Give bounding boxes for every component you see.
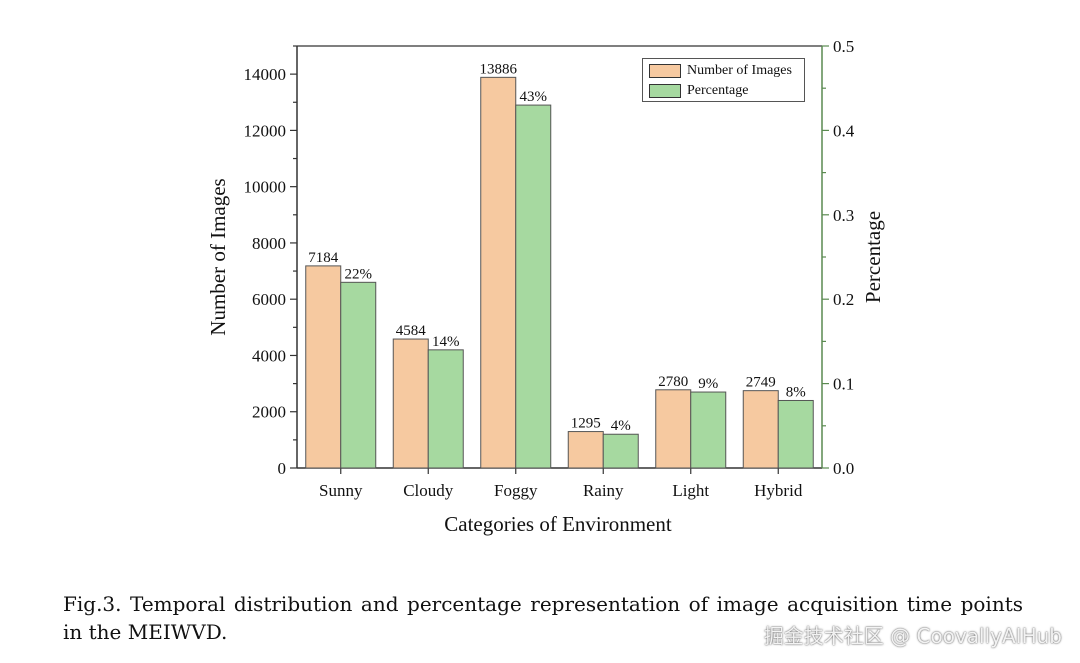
legend: Number of Images Percentage — [642, 58, 805, 102]
legend-swatch-percentage — [649, 84, 681, 98]
data-label-percentage: 43% — [520, 89, 548, 105]
x-tick-label: Hybrid — [754, 481, 803, 500]
x-tick-label: Sunny — [319, 481, 363, 500]
data-label-percentage: 22% — [345, 266, 373, 282]
y-tick-label: 14000 — [244, 65, 287, 84]
bar-images-rainy — [567, 431, 604, 469]
legend-label-percentage: Percentage — [687, 83, 749, 98]
data-label-images: 1295 — [571, 416, 601, 432]
bar-images-sunny — [305, 265, 342, 469]
data-label-percentage: 8% — [786, 384, 806, 400]
bar-images-foggy — [480, 76, 517, 469]
x-tick-label: Foggy — [494, 481, 538, 500]
y2-tick-label: 0.4 — [833, 121, 855, 140]
bar-images-cloudy — [392, 338, 429, 469]
legend-item-images: Number of Images — [649, 62, 792, 80]
y2-tick-label: 0.3 — [833, 206, 854, 225]
watermark: 掘金技术社区 @ CoovallyAIHub — [763, 624, 1062, 648]
y-tick-label: 4000 — [252, 346, 286, 365]
data-label-images: 4584 — [396, 323, 427, 339]
data-label-percentage: 9% — [698, 376, 718, 392]
legend-swatch-images — [649, 64, 681, 78]
y2-tick-label: 0.5 — [833, 37, 854, 56]
y2-tick-label: 0.1 — [833, 375, 854, 394]
x-tick-label: Rainy — [583, 481, 624, 500]
data-label-images: 13886 — [480, 61, 518, 77]
x-tick-label: Light — [672, 481, 709, 500]
legend-item-percentage: Percentage — [649, 82, 748, 100]
y-tick-label: 10000 — [244, 178, 287, 197]
y-tick-label: 6000 — [252, 290, 286, 309]
bar-percentage-hybrid — [777, 399, 814, 469]
bar-percentage-light — [690, 391, 727, 469]
y-tick-label: 12000 — [244, 121, 287, 140]
legend-label-images: Number of Images — [687, 63, 792, 78]
data-label-images: 2780 — [658, 374, 688, 390]
data-label-percentage: 4% — [611, 418, 631, 434]
bar-images-light — [655, 389, 692, 469]
bar-percentage-rainy — [602, 433, 639, 469]
y2-axis-label: Percentage — [861, 211, 885, 303]
bar-chart: 0 2000 4000 6000 8000 10000 12000 14000 0.0 0.1 0.… — [206, 37, 885, 536]
x-tick-label: Cloudy — [403, 481, 454, 500]
data-label-images: 7184 — [308, 250, 339, 266]
y-axis-label: Number of Images — [206, 178, 230, 335]
bar-percentage-cloudy — [427, 349, 464, 469]
bar-percentage-sunny — [340, 281, 377, 469]
bar-images-hybrid — [742, 390, 779, 469]
y-tick-label: 0 — [278, 459, 287, 478]
data-label-percentage: 14% — [432, 334, 460, 350]
y-tick-label: 8000 — [252, 234, 286, 253]
y-tick-label: 2000 — [252, 403, 286, 422]
y2-tick-label: 0.0 — [833, 459, 854, 478]
y2-tick-label: 0.2 — [833, 290, 854, 309]
bar-percentage-foggy — [515, 104, 552, 469]
x-axis-label: Categories of Environment — [444, 512, 672, 536]
data-label-images: 2749 — [746, 375, 776, 391]
figure-caption: Fig.3. Temporal distribution and percent… — [63, 592, 1023, 644]
